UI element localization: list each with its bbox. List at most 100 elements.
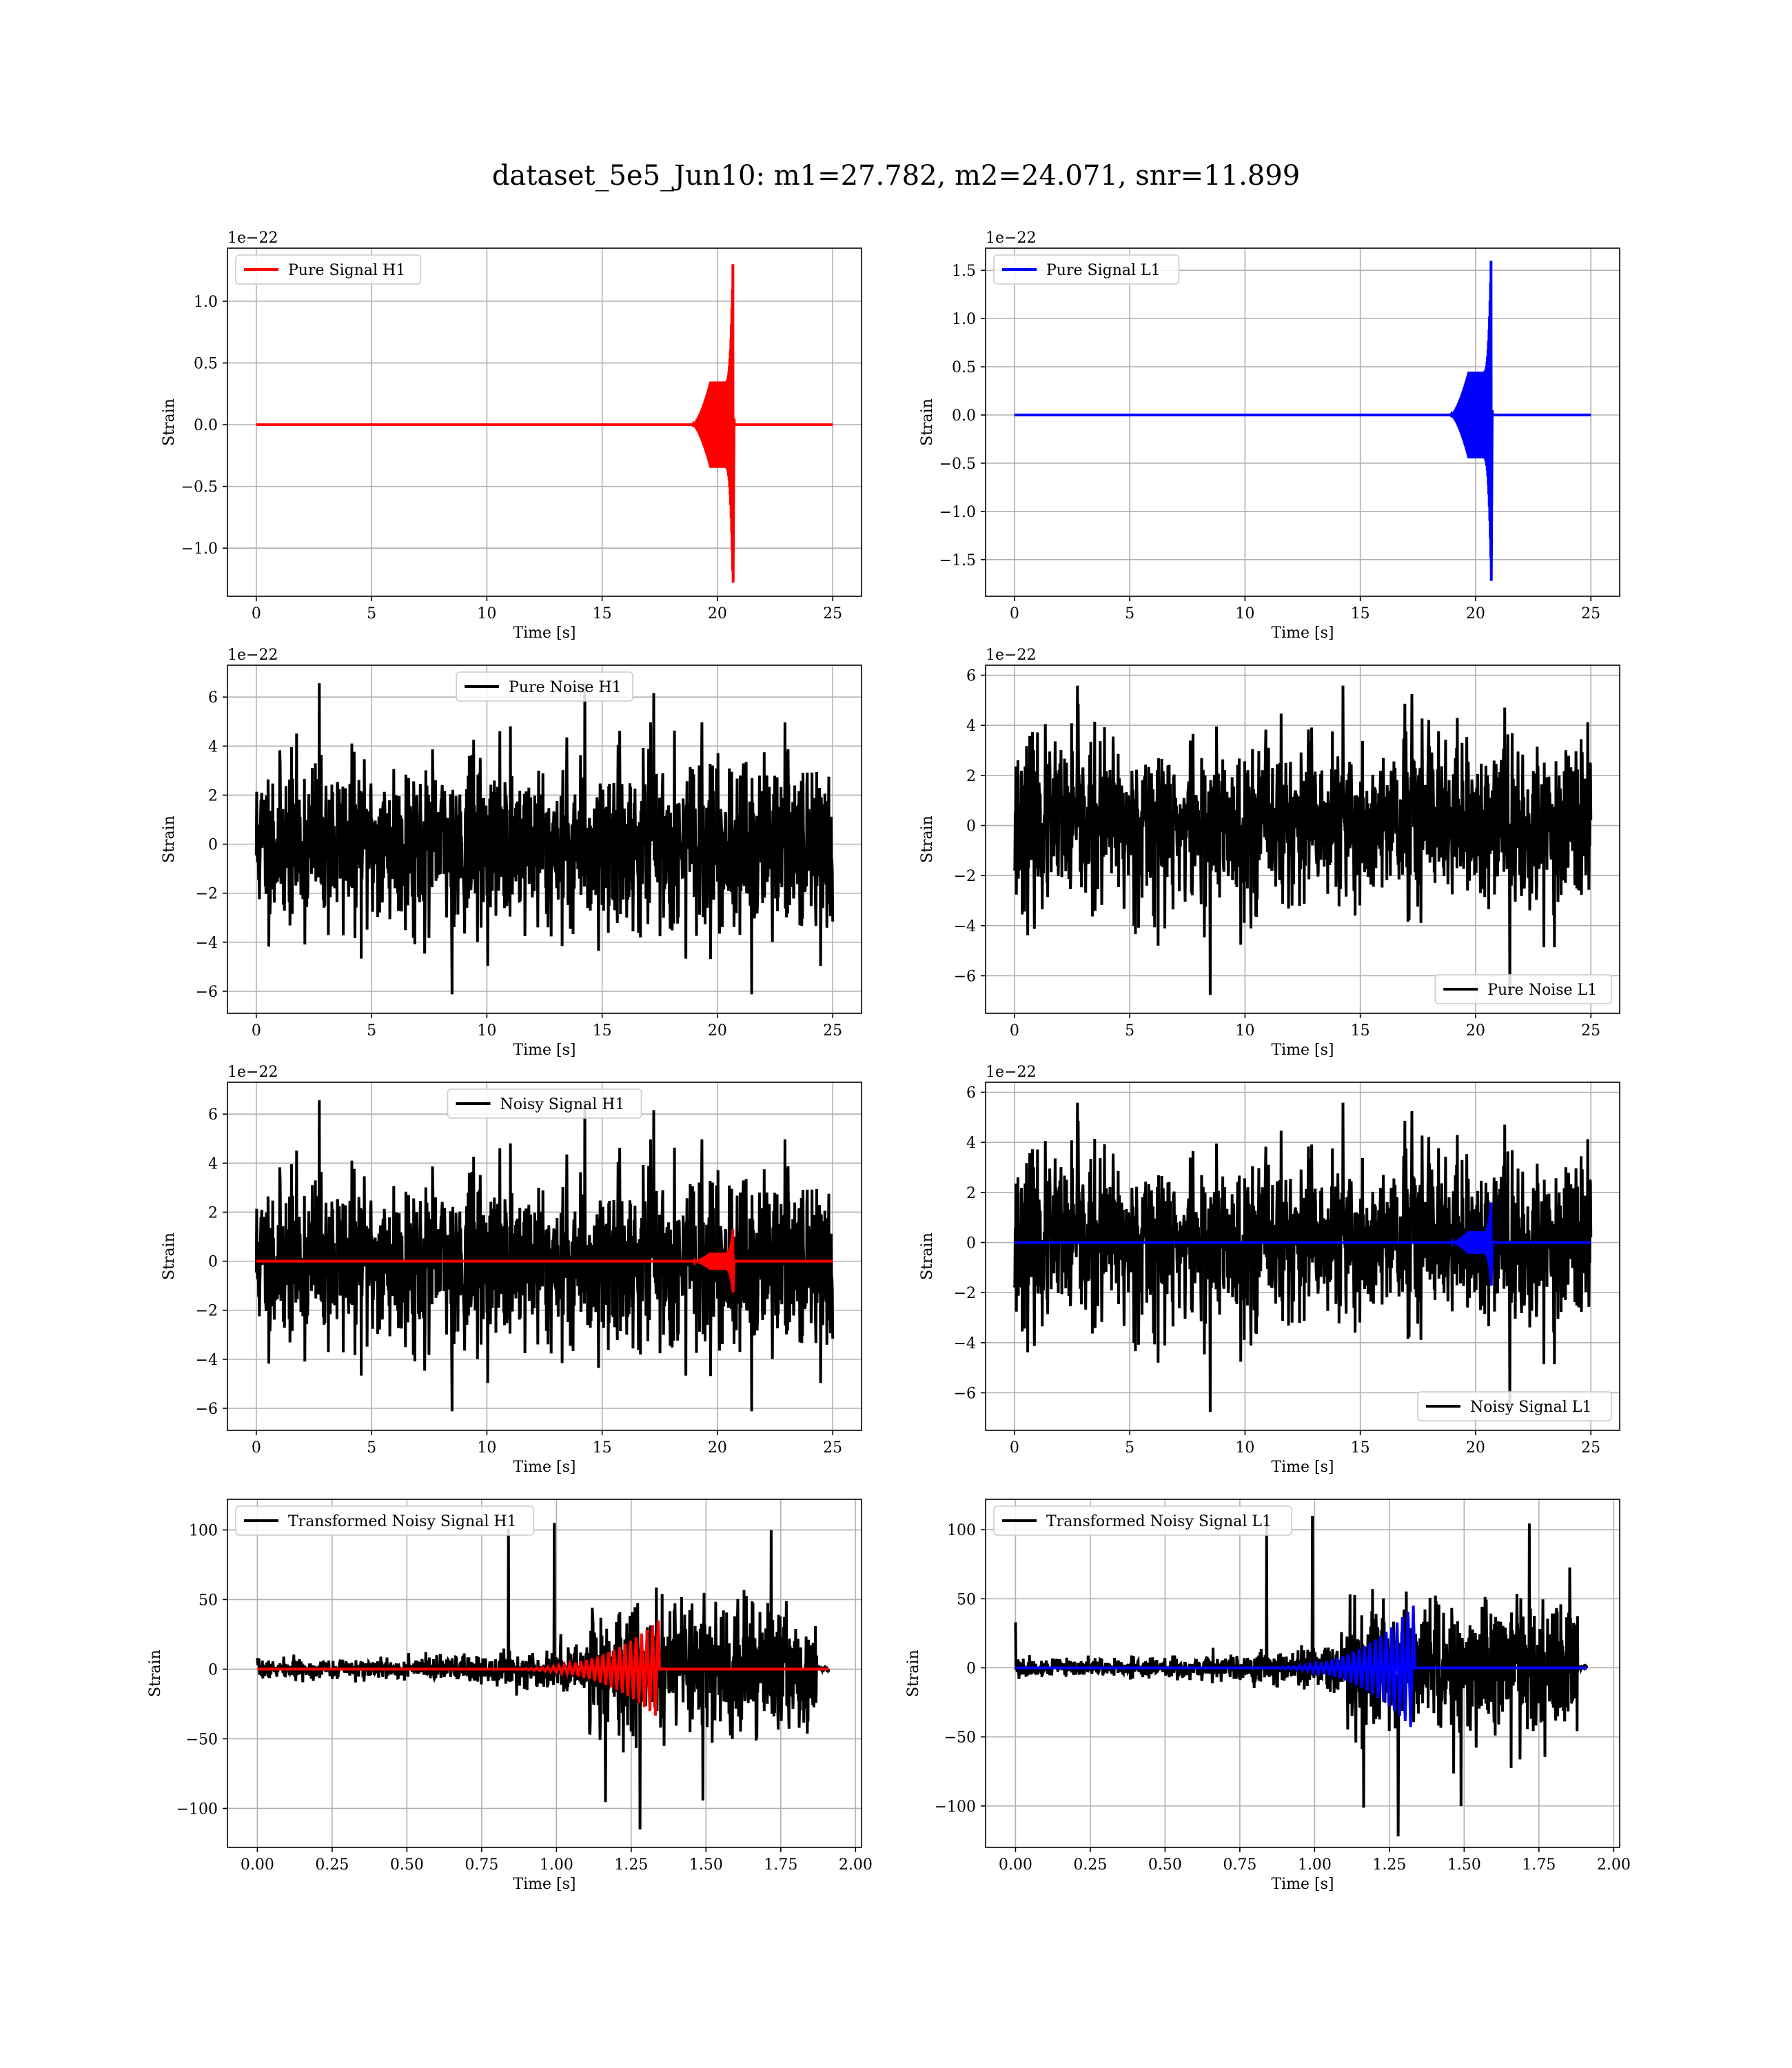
x-tick-label: 20 [1466, 1439, 1485, 1457]
axes-frame [227, 1499, 862, 1848]
y-tick-label: −6 [196, 1401, 218, 1418]
x-tick-label: 0.25 [315, 1856, 349, 1874]
series-line-pure-signal-l1 [1014, 261, 1591, 581]
legend-frame [1417, 1391, 1612, 1421]
x-tick-label: 0.75 [1223, 1856, 1256, 1874]
y-tick-label: −0.5 [181, 479, 218, 496]
y-tick-label: 4 [966, 1135, 976, 1152]
x-axis-label: Time [s] [513, 1459, 576, 1476]
x-tick-label: 1.50 [689, 1856, 723, 1874]
x-tick-label: 1.25 [614, 1856, 648, 1874]
y-tick-label: 2 [208, 787, 218, 804]
x-tick-label: 0 [252, 1022, 261, 1040]
legend: Noisy Signal L1 [1417, 1391, 1612, 1421]
y-tick-label: −4 [954, 1335, 976, 1352]
x-tick-label: 0.75 [465, 1856, 498, 1874]
y-offset-text: 1e−22 [227, 1064, 278, 1081]
x-tick-label: 20 [708, 1022, 727, 1040]
x-tick-label: 10 [1235, 1022, 1254, 1040]
y-tick-label: 6 [208, 1106, 218, 1124]
subplot-pure-noise-l1: 0 5 10 15 20 25 −6 −4 −2 0 2 4 6 Time [s] Strain 1e−22 P… [919, 647, 1620, 1059]
legend-frame [1434, 974, 1612, 1004]
legend-frame [993, 1506, 1293, 1536]
y-tick-label: 100 [947, 1522, 976, 1539]
x-tick-label: 15 [593, 1022, 612, 1040]
subplot-transformed-noisy-signal-h1: 0.00 0.25 0.50 0.75 1.00 1.25 1.50 1.75 2.00 −100… [147, 1499, 873, 1893]
y-tick-label: 0.5 [952, 359, 976, 376]
y-tick-label: 1.5 [952, 263, 976, 280]
x-axis-label: Time [s] [1271, 625, 1334, 642]
y-tick-label: −6 [954, 1386, 976, 1403]
legend: Pure Noise H1 [456, 671, 633, 702]
x-tick-label: 20 [708, 605, 727, 622]
series-line-noisy-signal-l1 [1012, 1102, 1593, 1412]
x-tick-label: 2.00 [839, 1856, 873, 1874]
y-axis-label: Strain [919, 815, 936, 863]
legend-frame [447, 1088, 642, 1119]
y-tick-label: 50 [957, 1591, 976, 1608]
legend: Pure Signal L1 [993, 254, 1180, 285]
series-line-overlay-1 [256, 1229, 833, 1293]
y-axis-label: Strain [161, 815, 178, 863]
axes-frame [227, 1082, 862, 1431]
y-tick-label: −50 [186, 1731, 218, 1748]
x-tick-label: 15 [1351, 1022, 1370, 1040]
x-tick-label: 0.50 [390, 1856, 424, 1874]
y-tick-label: 4 [208, 738, 218, 756]
x-axis-label: Time [s] [1271, 1876, 1334, 1893]
x-tick-label: 20 [1466, 605, 1485, 622]
x-tick-label: 0 [252, 1439, 261, 1457]
subplot-pure-noise-h1: 0 5 10 15 20 25 −6 −4 −2 0 2 4 6 Time [s] Strain 1e−22 P… [161, 647, 862, 1059]
y-tick-label: 0 [208, 1661, 218, 1679]
legend-frame [993, 254, 1180, 285]
x-tick-label: 5 [1125, 1022, 1134, 1040]
x-tick-label: 0.00 [241, 1856, 274, 1874]
y-tick-label: 2 [208, 1204, 218, 1221]
x-tick-label: 1.00 [540, 1856, 573, 1874]
x-tick-label: 0 [252, 605, 261, 622]
x-tick-label: 0.50 [1148, 1856, 1182, 1874]
y-tick-label: −2 [196, 886, 218, 903]
y-axis-label: Strain [161, 398, 178, 446]
x-tick-label: 0 [1010, 1022, 1019, 1040]
y-tick-label: −1.5 [939, 552, 976, 569]
y-tick-label: −100 [935, 1798, 976, 1816]
x-tick-label: 15 [1351, 1439, 1370, 1457]
y-tick-label: −1.0 [181, 540, 218, 558]
x-tick-label: 5 [367, 1439, 376, 1457]
legend: Noisy Signal H1 [447, 1088, 642, 1119]
y-tick-label: 50 [198, 1592, 218, 1609]
x-tick-label: 0 [1010, 605, 1019, 622]
series-line-pure-signal-h1 [256, 264, 833, 583]
x-tick-label: 25 [1581, 1022, 1600, 1040]
y-tick-label: 2 [966, 1185, 976, 1202]
x-tick-label: 25 [1581, 605, 1600, 622]
subplot-pure-signal-h1: 0 5 10 15 20 25 −1.0 −0.5 0.0 0.5 1.0 Time [s] Strai… [161, 230, 862, 642]
legend-label: Pure Signal L1 [1046, 262, 1161, 279]
y-tick-label: 2 [966, 768, 976, 785]
axes-frame [227, 247, 862, 597]
y-offset-text: 1e−22 [227, 230, 278, 247]
x-tick-label: 0 [1010, 1439, 1019, 1457]
y-tick-label: −6 [196, 984, 218, 1001]
y-tick-label: 100 [189, 1522, 218, 1539]
x-tick-label: 2.00 [1597, 1856, 1631, 1874]
y-tick-label: 1.0 [952, 311, 976, 328]
y-tick-label: −6 [954, 969, 976, 986]
subplot-pure-signal-l1: 0 5 10 15 20 25 −1.5 −1.0 −0.5 0.0 0.5 1.0 1.5 Time [… [919, 230, 1620, 642]
y-offset-text: 1e−22 [227, 647, 278, 664]
y-tick-label: 0.0 [194, 417, 218, 434]
legend: Pure Noise L1 [1434, 974, 1612, 1004]
y-tick-label: −4 [954, 918, 976, 935]
y-tick-label: 0.5 [194, 356, 218, 373]
x-tick-label: 25 [823, 1439, 842, 1457]
axes-frame [227, 665, 862, 1014]
y-tick-label: −50 [944, 1730, 976, 1747]
y-tick-label: −4 [196, 1352, 218, 1369]
x-tick-label: 15 [1351, 605, 1370, 622]
y-tick-label: −2 [954, 1285, 976, 1302]
figure-title: dataset_5e5_Jun10: m1=27.782, m2=24.071,… [492, 160, 1300, 192]
legend-frame [235, 254, 422, 285]
x-tick-label: 10 [477, 1022, 496, 1040]
